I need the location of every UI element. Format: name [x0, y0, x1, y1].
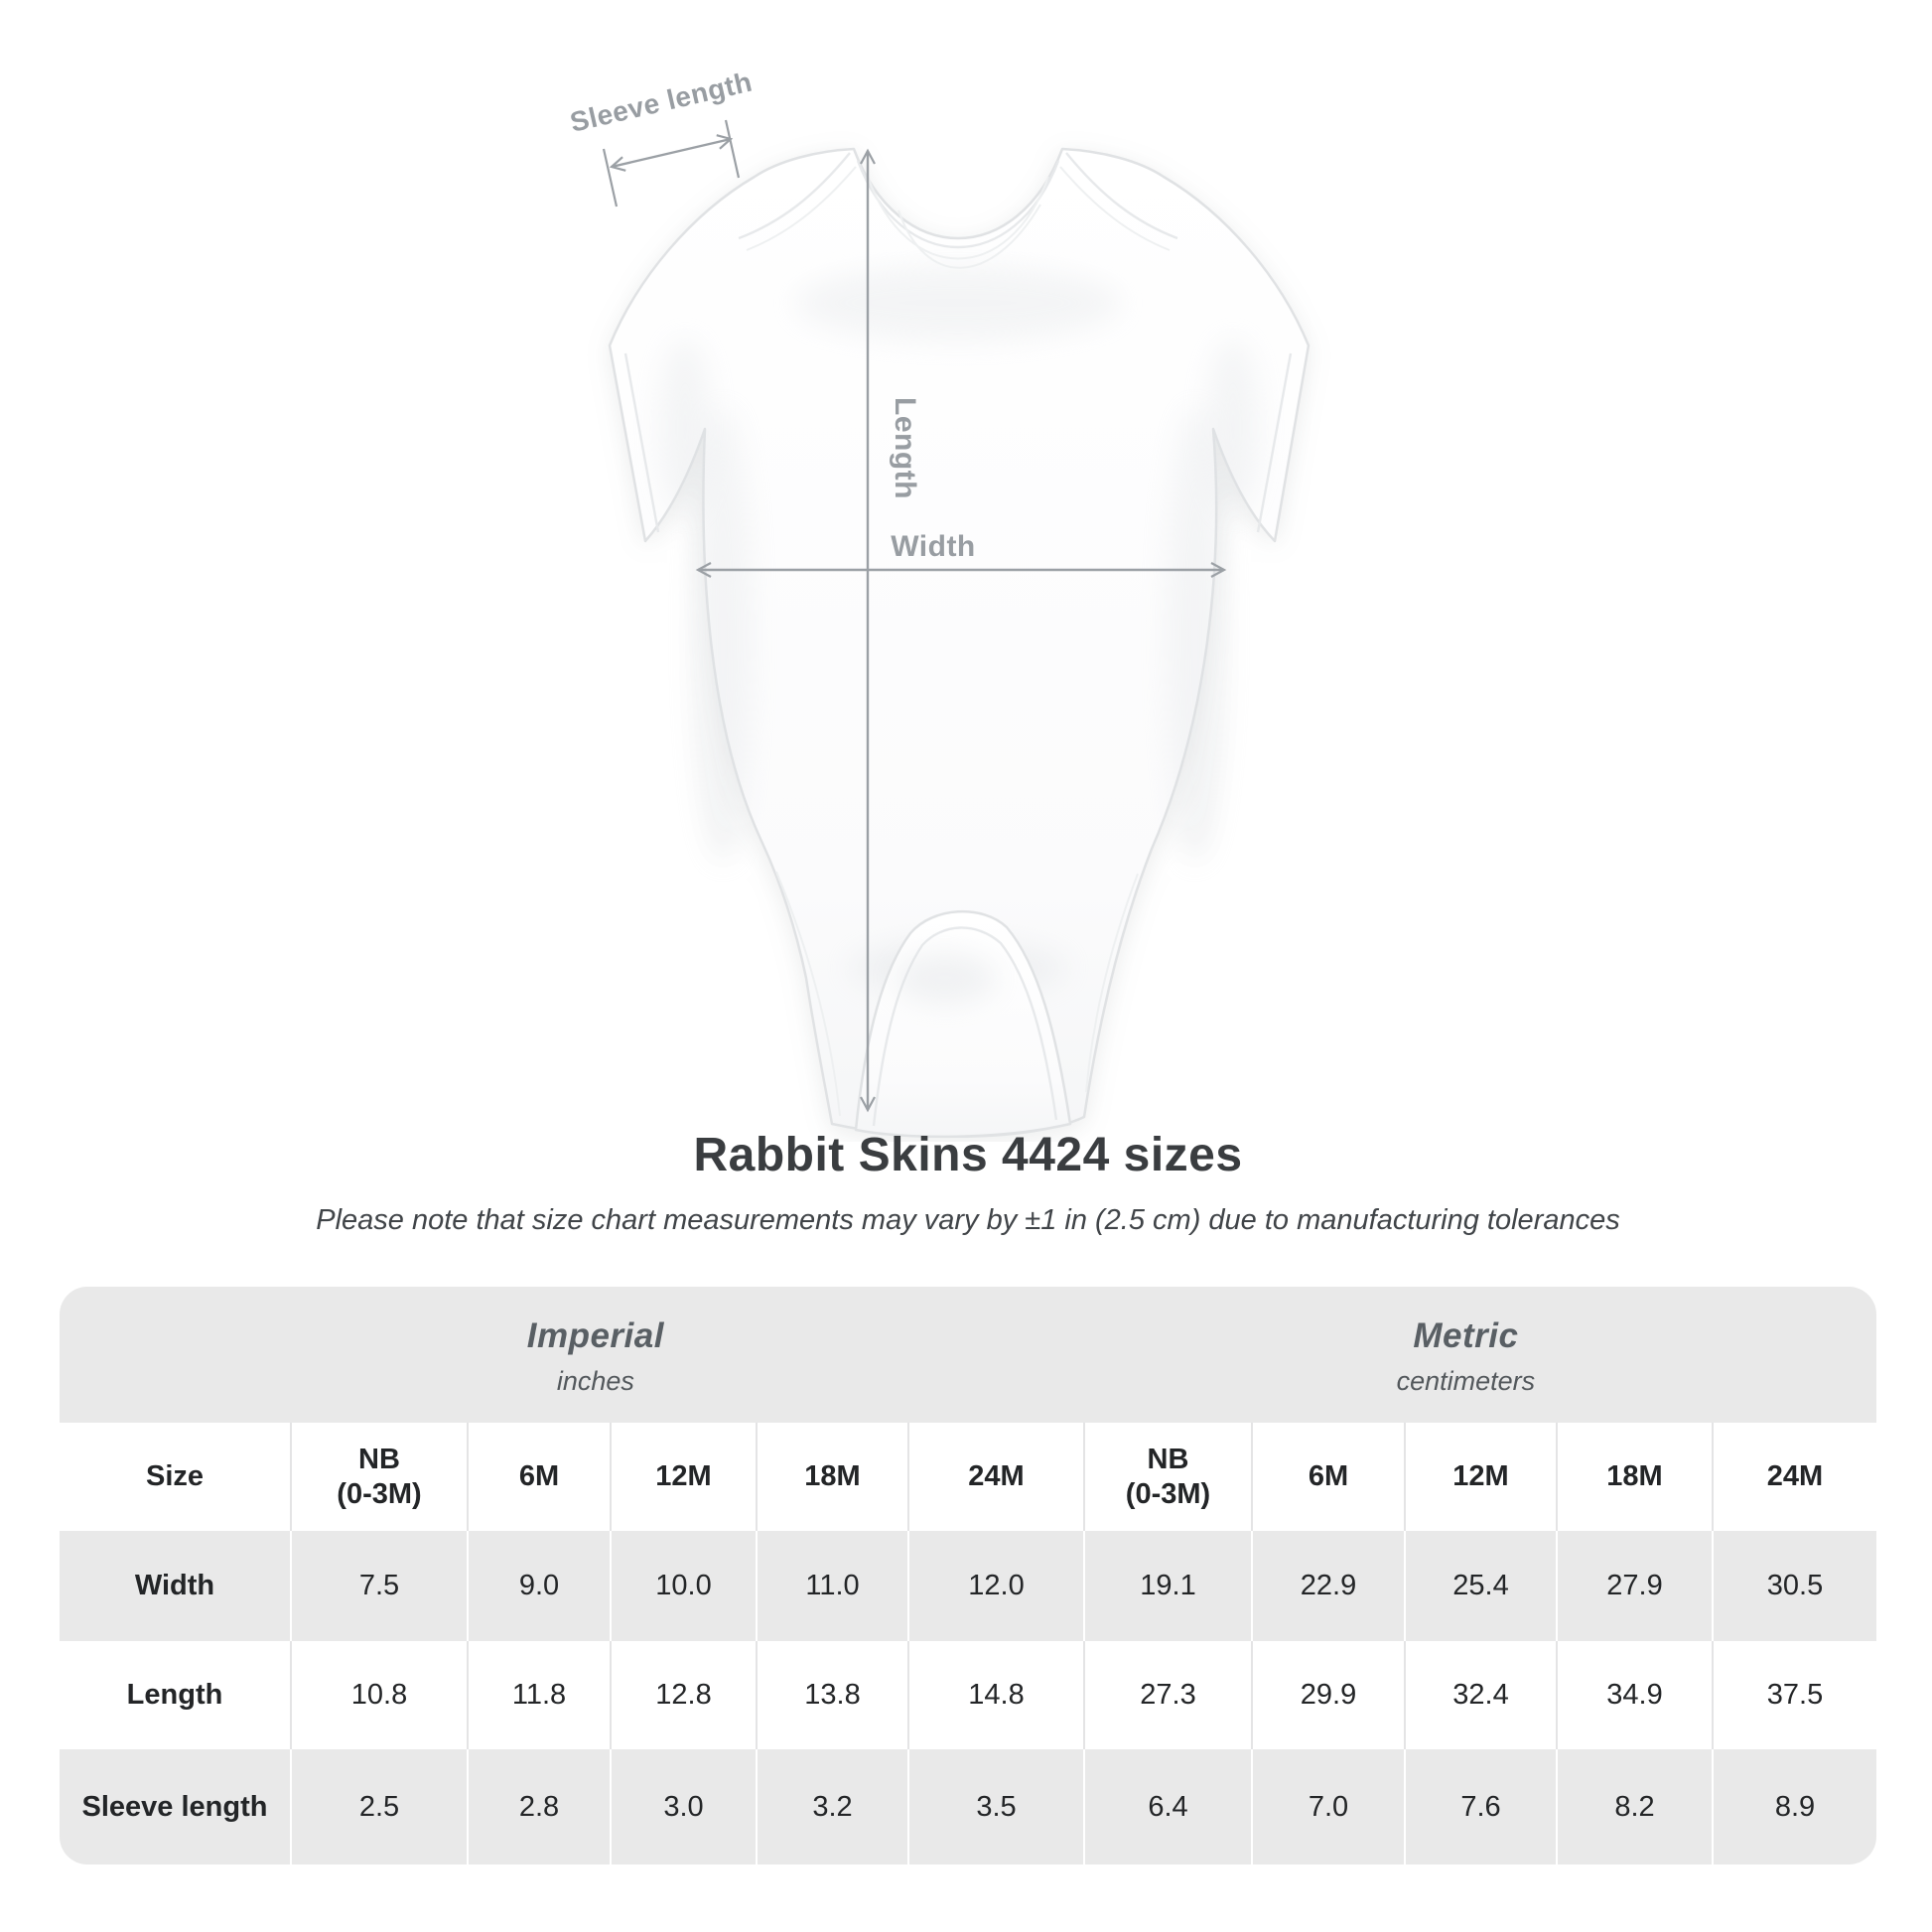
length-metric-6m: 29.9: [1251, 1641, 1405, 1749]
row-label-width: Width: [134, 1570, 215, 1601]
col-header-imperial-6m: 6M: [467, 1423, 611, 1531]
sleeve-imperial-12m: 3.0: [610, 1749, 757, 1864]
width-imperial-24m: 12.0: [907, 1531, 1084, 1641]
row-label-length: Length: [126, 1679, 223, 1711]
col-header-metric-nb: NB (0-3M): [1083, 1423, 1252, 1531]
metric-title: Metric: [1413, 1316, 1519, 1355]
col-header-imperial-nb: NB (0-3M): [290, 1423, 468, 1531]
width-dimension: Width: [695, 530, 1227, 578]
width-metric-6m: 22.9: [1251, 1531, 1405, 1641]
width-metric-12m: 25.4: [1404, 1531, 1557, 1641]
col-header-imperial-12m: 12M: [610, 1423, 757, 1531]
length-imperial-18m: 13.8: [756, 1641, 908, 1749]
width-imperial-nb: 7.5: [290, 1531, 468, 1641]
width-metric-nb: 19.1: [1083, 1531, 1252, 1641]
sleeve-imperial-nb: 2.5: [290, 1749, 468, 1864]
col-header-metric-24m: 24M: [1712, 1423, 1876, 1531]
width-metric-24m: 30.5: [1712, 1531, 1876, 1641]
col-header-line1: NB: [358, 1444, 400, 1476]
col-header-line2: (0-3M): [337, 1477, 422, 1510]
onesie-illustration: Length Width Sleeve length: [567, 67, 1311, 1139]
tolerance-note: Please note that size chart measurements…: [316, 1204, 1620, 1236]
page-title: Rabbit Skins 4424 sizes: [693, 1129, 1243, 1181]
sleeve-imperial-18m: 3.2: [756, 1749, 908, 1864]
metric-unit-header: Metric centimeters: [1397, 1287, 1536, 1423]
table-row-sleeve-length: Sleeve length 2.5 2.8 3.0 3.2 3.5 6.4 7.…: [60, 1749, 1876, 1864]
sleeve-metric-6m: 7.0: [1251, 1749, 1405, 1864]
width-metric-18m: 27.9: [1556, 1531, 1713, 1641]
length-imperial-6m: 11.8: [467, 1641, 611, 1749]
col-header-metric-6m: 6M: [1251, 1423, 1405, 1531]
length-imperial-24m: 14.8: [907, 1641, 1084, 1749]
imperial-title: Imperial: [526, 1316, 664, 1355]
metric-unit: centimeters: [1396, 1366, 1536, 1396]
onesie-garment: [608, 147, 1311, 1139]
size-column-label: Size: [145, 1460, 205, 1492]
sleeve-length-dimension: Sleeve length: [567, 67, 755, 207]
sleeve-metric-18m: 8.2: [1556, 1749, 1713, 1864]
length-imperial-12m: 12.8: [610, 1641, 757, 1749]
sleeve-metric-nb: 6.4: [1083, 1749, 1252, 1864]
imperial-unit: inches: [556, 1366, 634, 1396]
table-row-length: Length 10.8 11.8 12.8 13.8 14.8 27.3 29.…: [60, 1641, 1876, 1749]
sleeve-imperial-6m: 2.8: [467, 1749, 611, 1864]
width-imperial-18m: 11.0: [756, 1531, 908, 1641]
table-row-width: Width 7.5 9.0 10.0 11.0 12.0 19.1 22.9 2…: [60, 1531, 1876, 1641]
unit-band: Imperial inches Metric centimeters: [60, 1287, 1876, 1423]
col-header-imperial-24m: 24M: [907, 1423, 1084, 1531]
col-header-imperial-18m: 18M: [756, 1423, 908, 1531]
heading-block: Rabbit Skins 4424 sizes Please note that…: [60, 1128, 1876, 1237]
length-label: Length: [889, 397, 921, 499]
length-metric-18m: 34.9: [1556, 1641, 1713, 1749]
width-imperial-6m: 9.0: [467, 1531, 611, 1641]
length-metric-nb: 27.3: [1083, 1641, 1252, 1749]
length-metric-12m: 32.4: [1404, 1641, 1557, 1749]
imperial-unit-header: Imperial inches: [527, 1287, 664, 1423]
size-table-grid: Size NB (0-3M) 6M 12M 18M 24M NB (0-3M) …: [60, 1423, 1876, 1864]
width-label: Width: [891, 530, 976, 563]
col-header-line2: (0-3M): [1125, 1477, 1211, 1510]
sleeve-metric-24m: 8.9: [1712, 1749, 1876, 1864]
length-imperial-nb: 10.8: [290, 1641, 468, 1749]
col-header-line1: NB: [1147, 1444, 1189, 1476]
col-header-metric-18m: 18M: [1556, 1423, 1713, 1531]
sleeve-imperial-24m: 3.5: [907, 1749, 1084, 1864]
width-imperial-12m: 10.0: [610, 1531, 757, 1641]
length-dimension: Length: [860, 148, 921, 1113]
length-metric-24m: 37.5: [1712, 1641, 1876, 1749]
size-table: Imperial inches Metric centimeters Size …: [60, 1287, 1876, 1864]
col-header-metric-12m: 12M: [1404, 1423, 1557, 1531]
sleeve-metric-12m: 7.6: [1404, 1749, 1557, 1864]
table-row-size-headers: Size NB (0-3M) 6M 12M 18M 24M NB (0-3M) …: [60, 1423, 1876, 1531]
row-label-sleeve-length: Sleeve length: [81, 1790, 268, 1823]
